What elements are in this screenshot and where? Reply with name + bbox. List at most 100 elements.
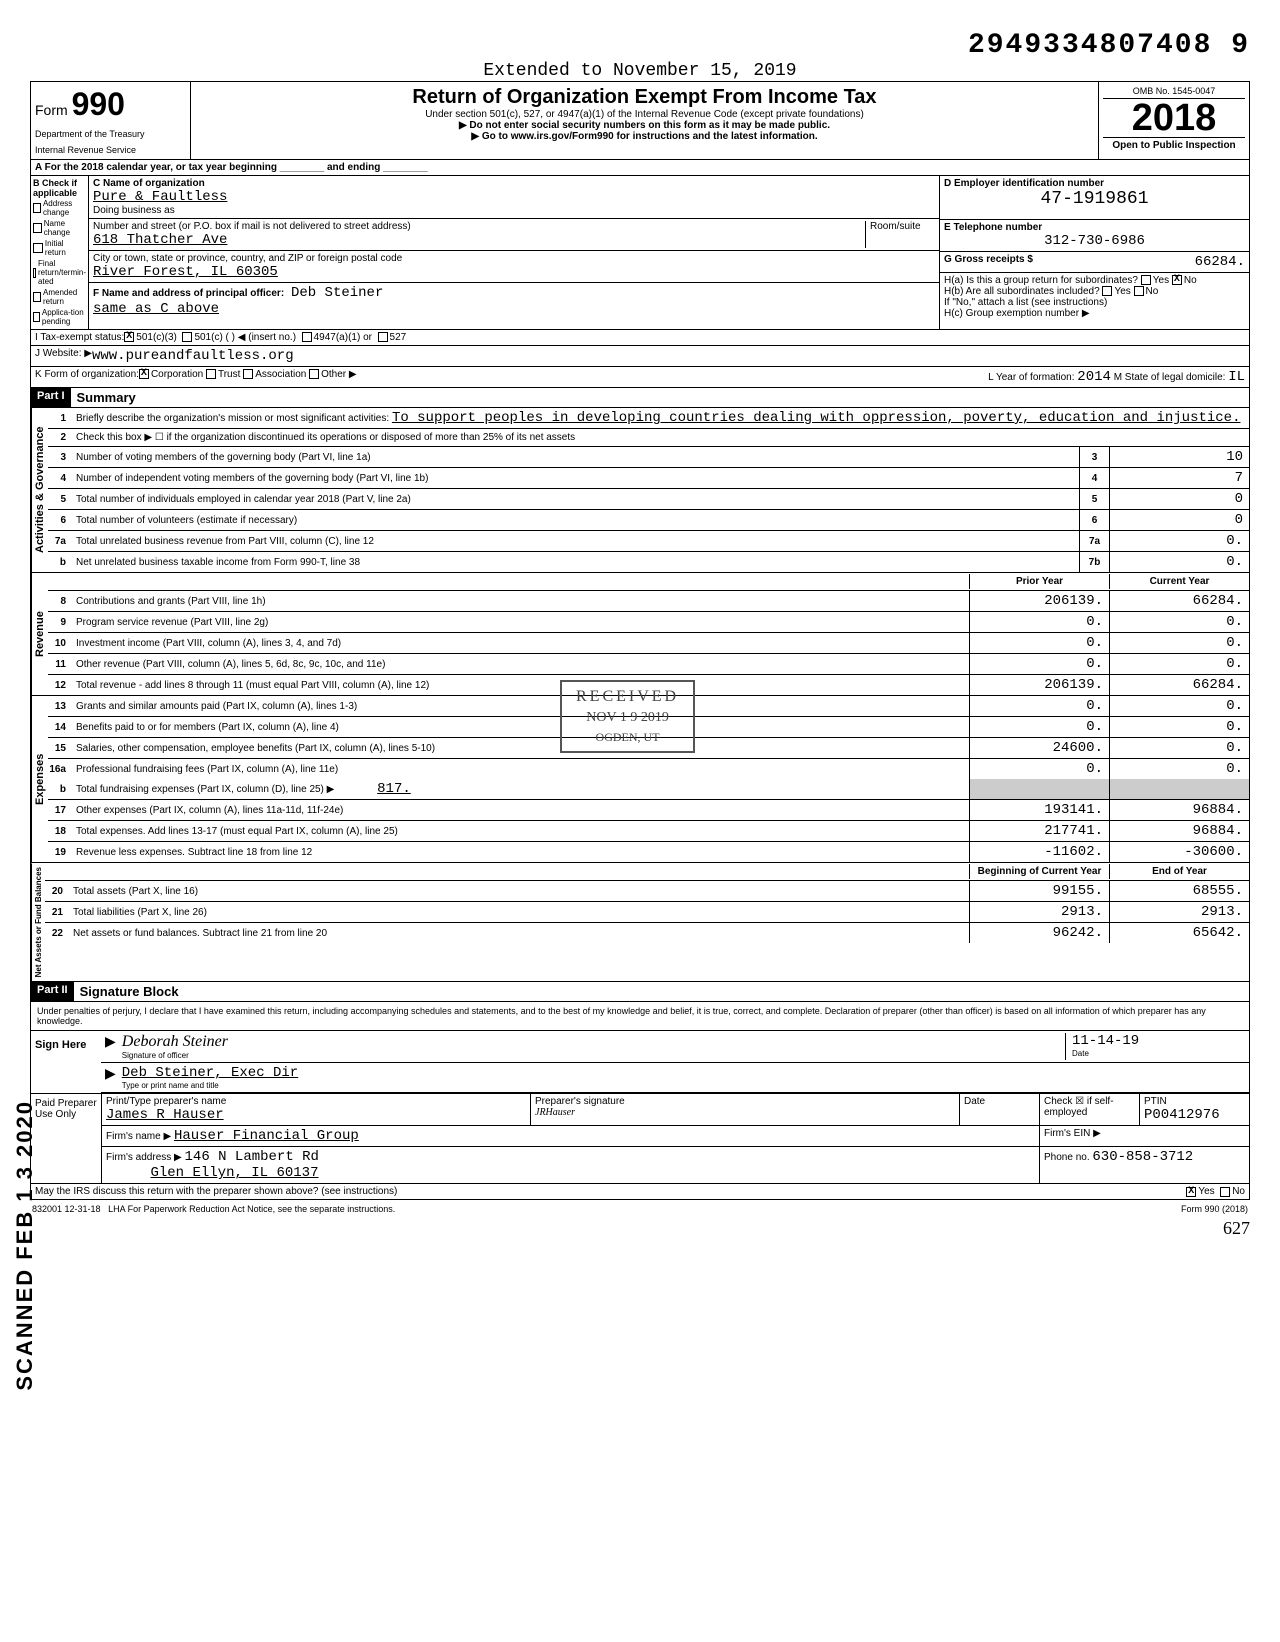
dept-treasury: Department of the Treasury xyxy=(35,129,186,139)
block-c-header: C Name of organization xyxy=(93,178,205,189)
ha-label: H(a) Is this a group return for subordin… xyxy=(944,275,1138,286)
officer-address: same as C above xyxy=(93,301,219,317)
line-22-current: 65642. xyxy=(1109,923,1249,943)
line-18-prior: 217741. xyxy=(969,821,1109,841)
stamp-received: RECEIVED xyxy=(576,688,679,706)
dba-label: Doing business as xyxy=(93,205,175,216)
line-21-prior: 2913. xyxy=(969,902,1109,922)
line-21-current: 2913. xyxy=(1109,902,1249,922)
website-value: www.pureandfaultless.org xyxy=(92,348,294,364)
line-i-label: I Tax-exempt status: xyxy=(35,332,124,343)
tax-year: 2018 xyxy=(1103,99,1245,137)
form-header: Form 990 Department of the Treasury Inte… xyxy=(30,81,1250,160)
firm-address2: Glen Ellyn, IL 60137 xyxy=(150,1165,318,1181)
penalty-text: Under penalties of perjury, I declare th… xyxy=(31,1002,1249,1030)
line-8-current: 66284. xyxy=(1109,591,1249,611)
preparer-name: James R Hauser xyxy=(106,1107,526,1123)
ha-no-checked[interactable]: X xyxy=(1172,275,1182,285)
mission-text: To support peoples in developing countri… xyxy=(392,410,1241,426)
form-subtitle-3: ▶ Go to www.irs.gov/Form990 for instruct… xyxy=(199,131,1090,142)
phone-value: 312-730-6986 xyxy=(1044,233,1145,249)
footer-form: Form 990 (2018) xyxy=(1181,1204,1248,1214)
check-address[interactable]: Address change xyxy=(33,199,86,217)
block-g-label: G Gross receipts $ xyxy=(944,254,1033,270)
org-name: Pure & Faultless xyxy=(93,189,227,205)
part1-title: Summary xyxy=(71,388,142,407)
line-k-label: K Form of organization: xyxy=(35,369,139,385)
form-number: 990 xyxy=(72,86,125,122)
line-8-prior: 206139. xyxy=(969,591,1109,611)
hb-label: H(b) Are all subordinates included? xyxy=(944,286,1100,297)
current-year-header: Current Year xyxy=(1109,574,1249,589)
gross-receipts: 66284. xyxy=(1195,254,1245,270)
officer-name: Deb Steiner xyxy=(291,285,383,301)
line-10-prior: 0. xyxy=(969,633,1109,653)
firm-address1: 146 N Lambert Rd xyxy=(185,1149,319,1165)
paid-preparer-label: Paid Preparer Use Only xyxy=(31,1094,101,1183)
room-label: Room/suite xyxy=(865,221,935,248)
line-19-prior: -11602. xyxy=(969,842,1109,862)
signature-block: Under penalties of perjury, I declare th… xyxy=(30,1002,1250,1184)
corp-checked[interactable]: X xyxy=(139,369,149,379)
year-formation: 2014 xyxy=(1077,369,1111,385)
side-revenue: Revenue xyxy=(31,573,48,695)
check-amended[interactable]: Amended return xyxy=(33,288,86,306)
sign-here-label: Sign Here xyxy=(31,1031,101,1093)
part1-header: Part I xyxy=(31,388,71,407)
line-12-current: 66284. xyxy=(1109,675,1249,695)
sig-date: 11-14-19 xyxy=(1072,1033,1245,1049)
line-13-current: 0. xyxy=(1109,696,1249,716)
barcode-number: 2949334807408 9 xyxy=(968,30,1250,61)
line-11-prior: 0. xyxy=(969,654,1109,674)
line-16a-current: 0. xyxy=(1109,759,1249,779)
ein-value: 47-1919861 xyxy=(1040,189,1148,209)
page-number: 627 xyxy=(30,1218,1250,1239)
firm-name: Hauser Financial Group xyxy=(174,1128,359,1144)
part2-header: Part II xyxy=(31,982,74,1001)
check-pending[interactable]: Applica-tion pending xyxy=(33,308,86,326)
stamp-location: OGDEN, UT xyxy=(576,730,679,745)
block-e-label: E Telephone number xyxy=(944,222,1042,233)
form-title: Return of Organization Exempt From Incom… xyxy=(199,86,1090,109)
footer-lha: LHA For Paperwork Reduction Act Notice, … xyxy=(108,1204,395,1214)
side-netassets: Net Assets or Fund Balances xyxy=(31,863,45,981)
line-19-current: -30600. xyxy=(1109,842,1249,862)
line-17-current: 96884. xyxy=(1109,800,1249,820)
line-13-prior: 0. xyxy=(969,696,1109,716)
street-label: Number and street (or P.O. box if mail i… xyxy=(93,221,865,232)
501c3-checked[interactable]: X xyxy=(124,332,134,342)
firm-phone: 630-858-3712 xyxy=(1092,1149,1193,1165)
block-d-label: D Employer identification number xyxy=(944,178,1104,189)
part2-title: Signature Block xyxy=(74,982,185,1001)
scanned-stamp: SCANNED FEB 1 3 2020 xyxy=(12,1100,38,1391)
open-inspection: Open to Public Inspection xyxy=(1103,137,1245,151)
line-18-current: 96884. xyxy=(1109,821,1249,841)
side-expenses: Expenses xyxy=(31,696,48,862)
line-15-prior: 24600. xyxy=(969,738,1109,758)
line-7b-value: 0. xyxy=(1109,552,1249,572)
line-14-current: 0. xyxy=(1109,717,1249,737)
discuss-question: May the IRS discuss this return with the… xyxy=(35,1186,397,1197)
beginning-year-header: Beginning of Current Year xyxy=(969,864,1109,879)
fundraising-total: 817. xyxy=(377,781,411,797)
line-9-current: 0. xyxy=(1109,612,1249,632)
line-9-prior: 0. xyxy=(969,612,1109,632)
line-5-value: 0 xyxy=(1109,489,1249,509)
check-initial[interactable]: Initial return xyxy=(33,239,86,257)
hb-note: If "No," attach a list (see instructions… xyxy=(944,297,1107,308)
section-bcde: B Check if applicable Address change Nam… xyxy=(30,176,1250,330)
block-b-header: B Check if applicable xyxy=(33,178,86,198)
footer-code: 832001 12-31-18 xyxy=(32,1204,101,1214)
check-final[interactable]: Final return/termin-ated xyxy=(33,259,86,286)
check-name[interactable]: Name change xyxy=(33,219,86,237)
form-subtitle-2: ▶ Do not enter social security numbers o… xyxy=(199,120,1090,131)
line-3-value: 10 xyxy=(1109,447,1249,467)
line-12-prior: 206139. xyxy=(969,675,1109,695)
line-20-prior: 99155. xyxy=(969,881,1109,901)
hc-label: H(c) Group exemption number ▶ xyxy=(944,308,1090,319)
line-a: A For the 2018 calendar year, or tax yea… xyxy=(30,160,1250,176)
line-10-current: 0. xyxy=(1109,633,1249,653)
ptin-value: P00412976 xyxy=(1144,1107,1245,1123)
officer-label: F Name and address of principal officer: xyxy=(93,288,284,299)
discuss-yes-checked[interactable]: X xyxy=(1186,1187,1196,1197)
